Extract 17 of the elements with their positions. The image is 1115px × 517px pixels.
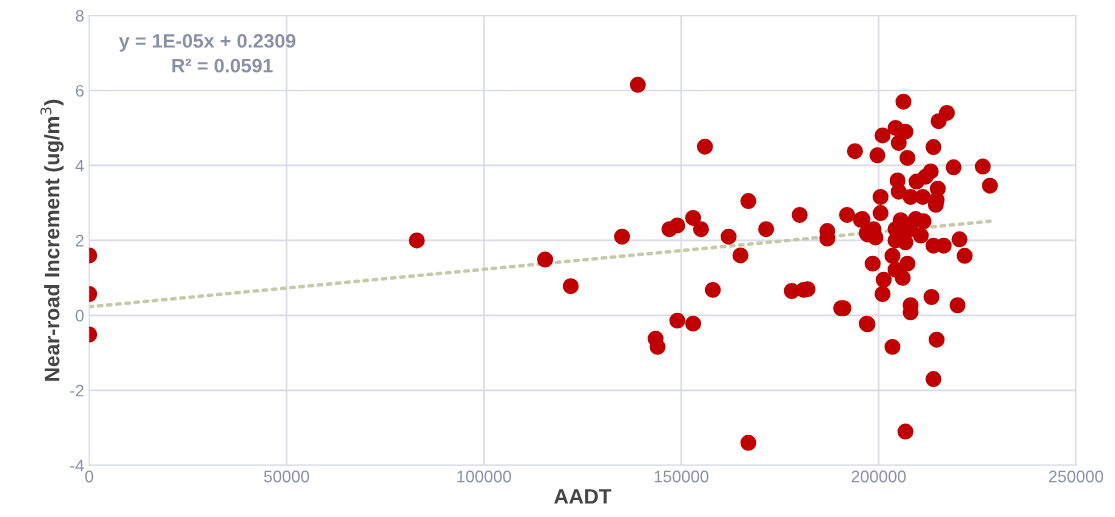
y-tick-label: -2: [70, 384, 84, 397]
annotation: R² = 0.0591: [172, 58, 273, 73]
x-tick-label: 100000: [457, 470, 512, 483]
y-tick-label: 0: [75, 309, 84, 322]
x-tick-label: 50000: [264, 470, 310, 483]
y-tick-label: -4: [70, 459, 84, 472]
x-axis-title: AADT: [554, 489, 612, 504]
x-tick-label: 0: [85, 470, 94, 483]
annotation: y = 1E-05x + 0.2309: [118, 34, 296, 52]
y-tick-label: 6: [75, 84, 84, 97]
y-axis-title: Near-road Increment (ug/m$^{3}$): [40, 99, 64, 381]
y-tick-label: 2: [75, 234, 84, 247]
x-tick-label: 200000: [851, 470, 906, 483]
y-tick-label: 4: [75, 160, 84, 172]
x-tick-label: 150000: [654, 470, 709, 483]
y-tick-label: 8: [75, 9, 84, 22]
x-tick-label: 250000: [1049, 470, 1104, 483]
